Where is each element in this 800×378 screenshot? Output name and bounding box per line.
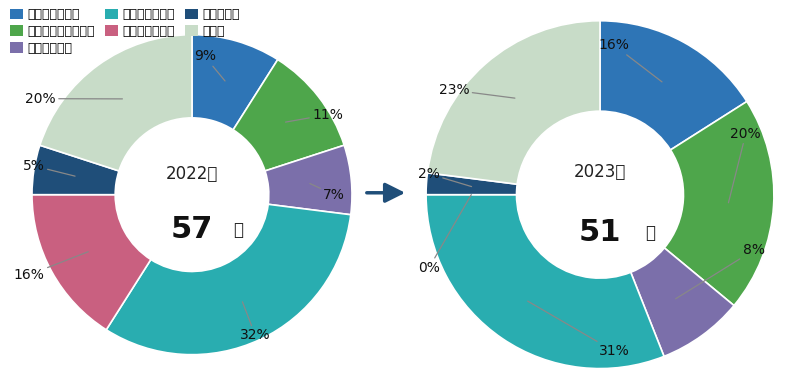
Wedge shape xyxy=(426,173,517,195)
Wedge shape xyxy=(40,35,192,171)
Text: 16%: 16% xyxy=(14,252,88,282)
Text: 2%: 2% xyxy=(418,167,471,187)
Text: 0%: 0% xyxy=(418,195,471,275)
Legend: 危険感受性不足, 安全基本ルール違反, 作業手順違反, 作業管理の不足, 作業方法の不適, 設備の不備, その他: 危険感受性不足, 安全基本ルール違反, 作業手順違反, 作業管理の不足, 作業方… xyxy=(10,8,240,55)
Wedge shape xyxy=(664,101,774,305)
Text: 2023年: 2023年 xyxy=(574,163,626,181)
Wedge shape xyxy=(427,21,600,184)
Wedge shape xyxy=(192,35,278,130)
Wedge shape xyxy=(106,204,350,355)
Wedge shape xyxy=(233,60,344,171)
Text: 20%: 20% xyxy=(26,92,122,106)
Wedge shape xyxy=(630,248,734,356)
Text: 20%: 20% xyxy=(729,127,761,203)
Wedge shape xyxy=(426,195,664,369)
Wedge shape xyxy=(265,145,352,215)
Text: 57: 57 xyxy=(171,215,213,244)
Text: 2022年: 2022年 xyxy=(166,165,218,183)
Text: 件: 件 xyxy=(234,221,244,239)
Wedge shape xyxy=(32,145,119,195)
Text: 51: 51 xyxy=(578,218,622,248)
Text: 9%: 9% xyxy=(194,50,225,81)
Text: 16%: 16% xyxy=(598,38,662,82)
Text: 32%: 32% xyxy=(240,302,270,342)
Text: 31%: 31% xyxy=(528,301,630,358)
Text: 7%: 7% xyxy=(310,184,345,202)
Text: 11%: 11% xyxy=(286,108,343,122)
Text: 5%: 5% xyxy=(23,159,75,176)
Wedge shape xyxy=(32,195,151,330)
Text: 8%: 8% xyxy=(676,243,765,299)
Wedge shape xyxy=(600,21,747,150)
Text: 件: 件 xyxy=(646,224,655,242)
Text: 23%: 23% xyxy=(439,83,515,98)
